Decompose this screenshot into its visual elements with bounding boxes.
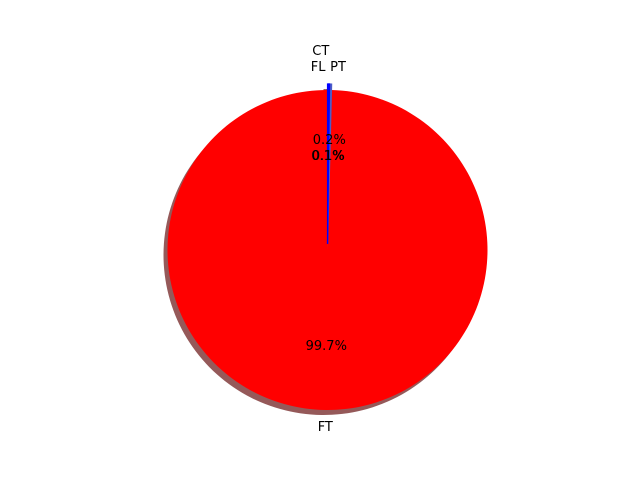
category-label-ct: CT [312, 44, 329, 59]
percent-label-pt: 0.1% [311, 149, 344, 164]
percent-label-ft: 99.7% [306, 339, 347, 354]
category-label-fl: FL [311, 60, 326, 75]
category-label-ft: FT [318, 420, 333, 435]
pie-slices [167, 83, 488, 410]
percent-label-fl: 0.1% [312, 149, 345, 164]
category-label-pt: PT [330, 60, 346, 75]
percent-label-ct: 0.2% [313, 133, 346, 148]
pie-slice-pt [326, 83, 330, 245]
pie-slice-ft [167, 90, 488, 410]
